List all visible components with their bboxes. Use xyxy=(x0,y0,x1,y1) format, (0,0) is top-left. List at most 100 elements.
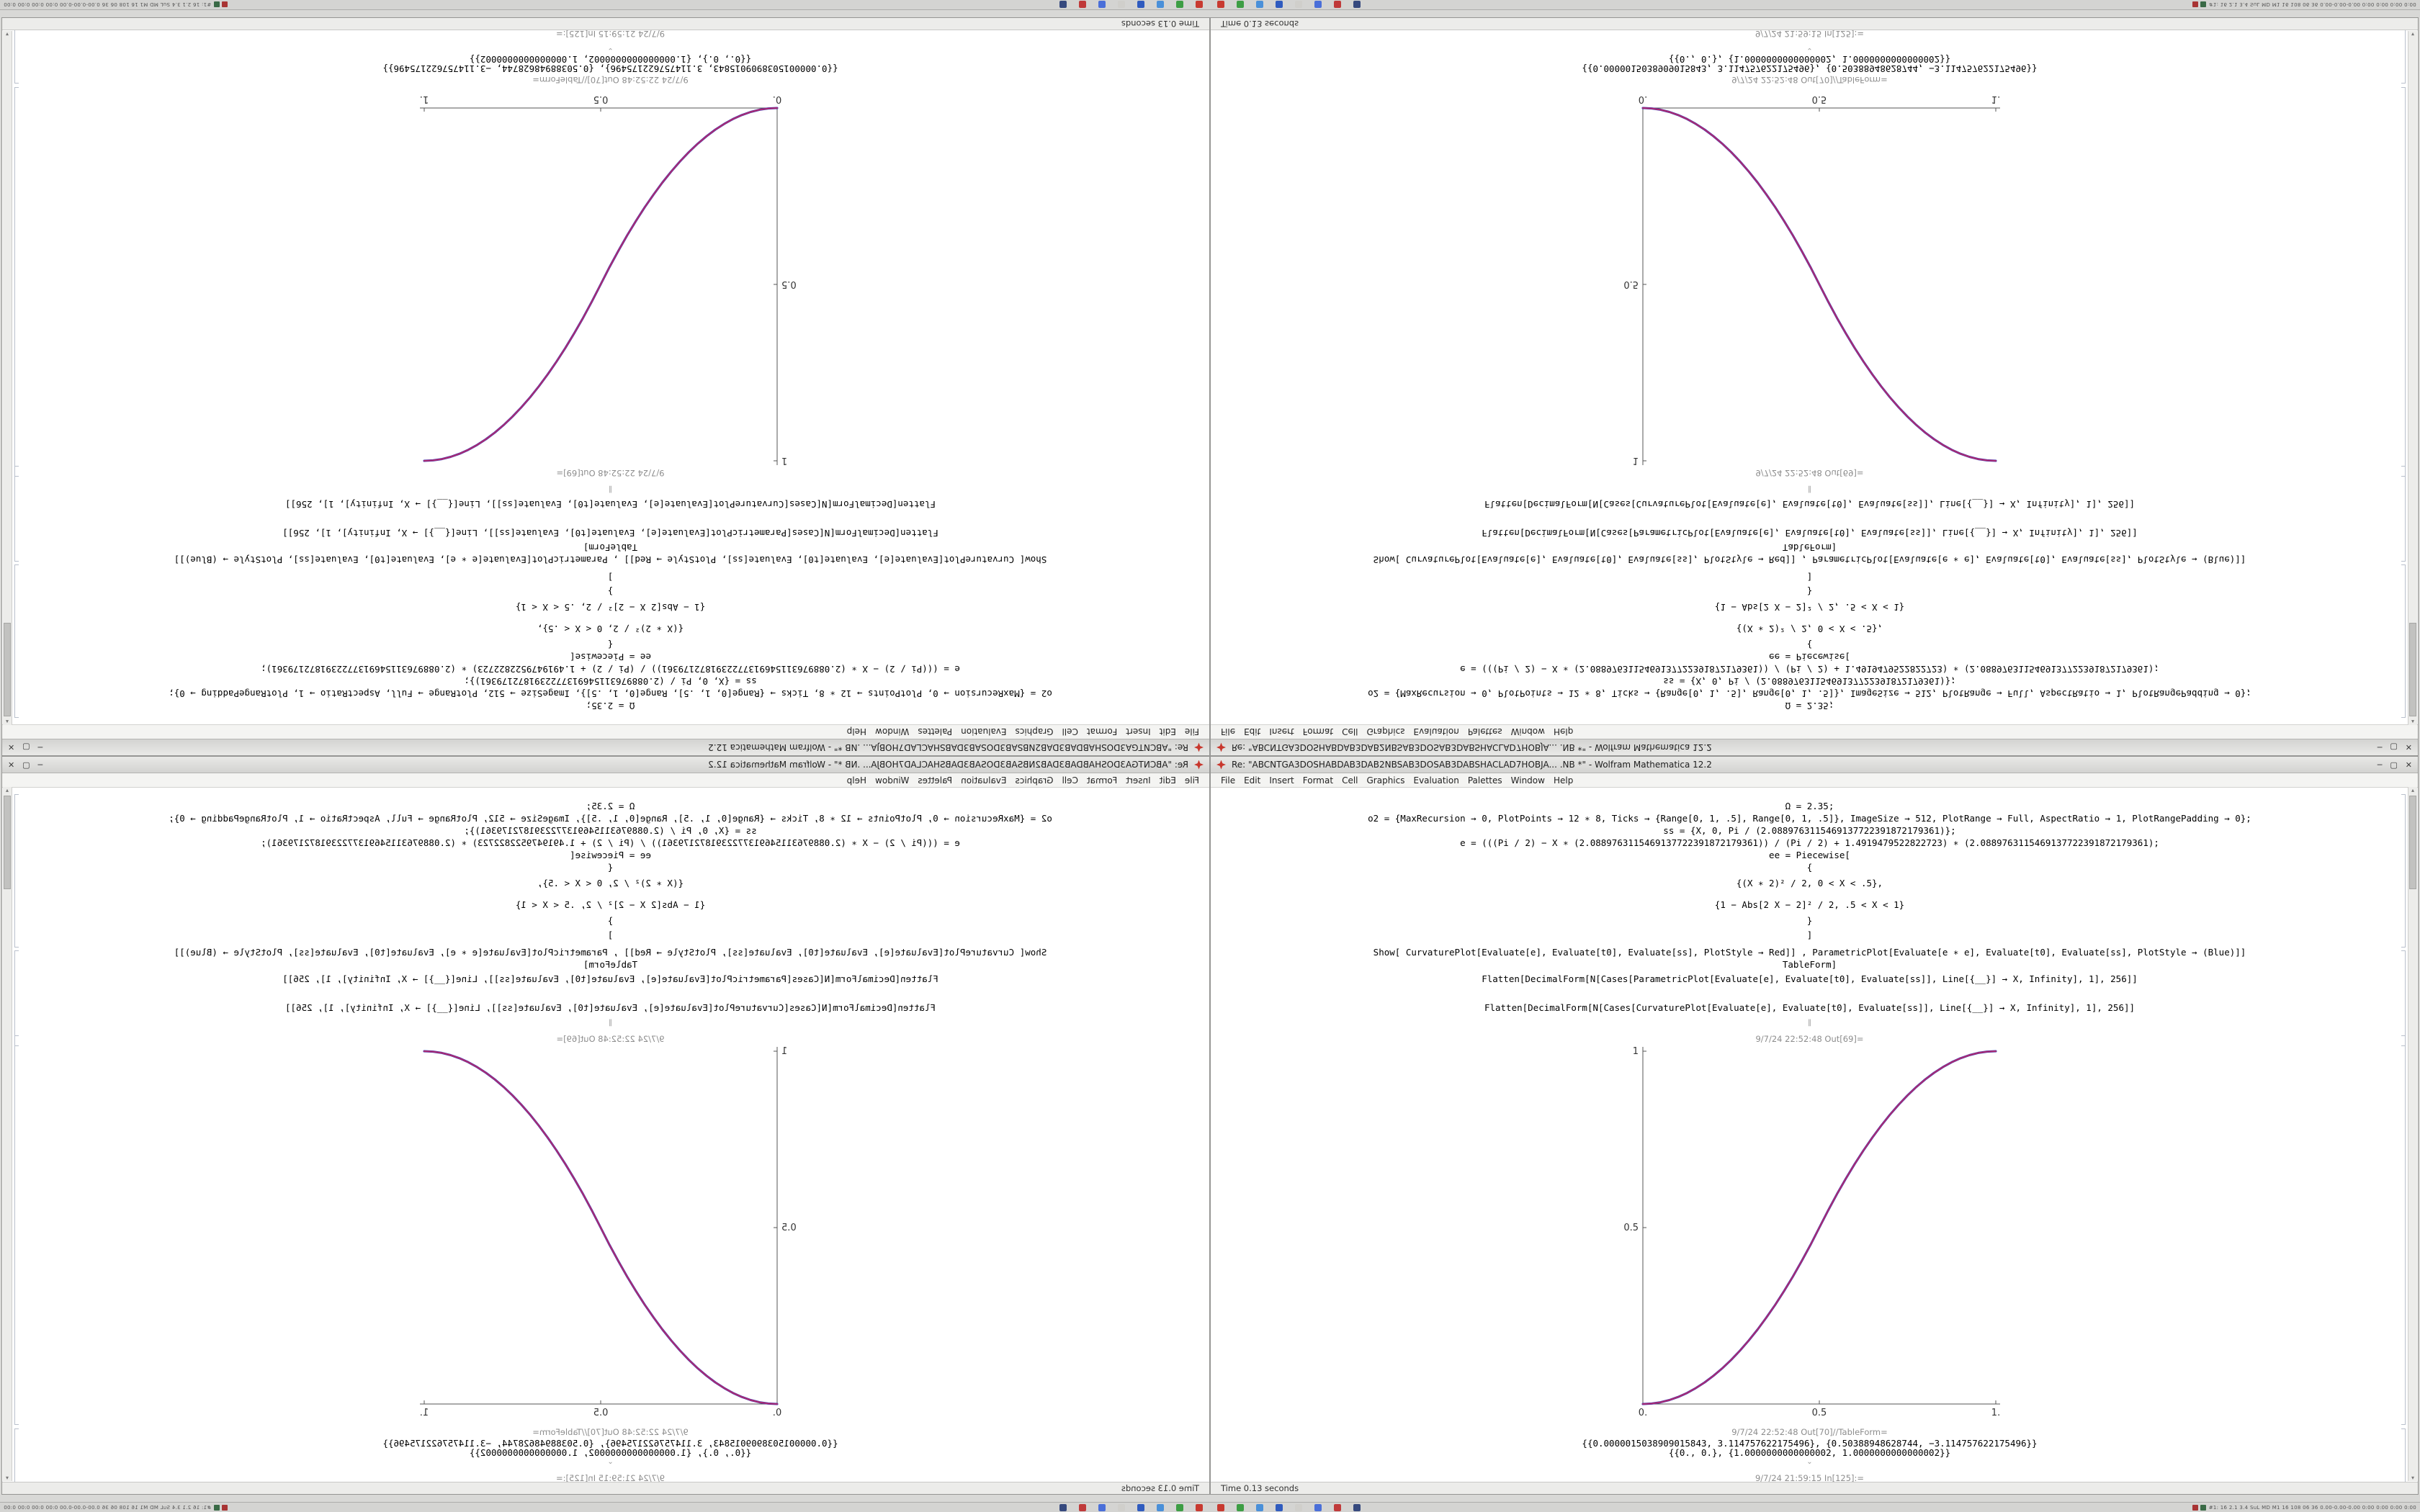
menu-item[interactable]: Evaluation xyxy=(961,775,1007,786)
window-titlebar[interactable]: Re: "ABCNTGA3DOSHABDAB3DAB2NBSAB3DOSAB3D… xyxy=(2,739,1209,755)
taskbar-app-1[interactable] xyxy=(1196,1,1203,9)
menu-item[interactable]: Palettes xyxy=(918,775,953,786)
menu-item[interactable]: File xyxy=(1221,775,1236,786)
taskbar-app-3[interactable] xyxy=(1157,1503,1164,1511)
menu-item[interactable]: Graphics xyxy=(1015,726,1054,737)
taskbar-app-2[interactable] xyxy=(1176,1,1183,9)
taskbar-app-3[interactable] xyxy=(1157,1,1164,9)
taskbar-app-8[interactable] xyxy=(1059,1503,1067,1511)
scroll-down-arrow[interactable]: ▾ xyxy=(6,31,9,37)
menu-item[interactable]: Evaluation xyxy=(961,726,1007,737)
taskbar-app-6[interactable] xyxy=(1314,1503,1322,1511)
close-button[interactable]: ✕ xyxy=(8,760,15,770)
menu-item[interactable]: Graphics xyxy=(1015,775,1054,786)
cell-bracket[interactable] xyxy=(14,794,19,948)
taskbar-app-5[interactable] xyxy=(1118,1,1125,9)
vertical-scrollbar[interactable]: ▴ ▾ xyxy=(3,31,12,725)
close-button[interactable]: ✕ xyxy=(8,742,15,752)
tray-icon-1[interactable] xyxy=(222,1504,228,1511)
tray-icon-2[interactable] xyxy=(214,1504,220,1511)
menu-item[interactable]: Palettes xyxy=(1467,775,1502,786)
cell-bracket[interactable] xyxy=(2401,1428,2406,1482)
cell-bracket[interactable] xyxy=(14,87,19,477)
menu-item[interactable]: Edit xyxy=(1159,775,1176,786)
taskbar-app-6[interactable] xyxy=(1314,1,1322,9)
taskbar-app-2[interactable] xyxy=(1237,1503,1244,1511)
scrollbar-thumb[interactable] xyxy=(2409,623,2416,716)
cell-bracket[interactable] xyxy=(14,1428,19,1482)
taskbar-app-5[interactable] xyxy=(1295,1,1302,9)
menu-item[interactable]: Cell xyxy=(1062,775,1078,786)
menu-item[interactable]: Graphics xyxy=(1366,726,1405,737)
menu-item[interactable]: Window xyxy=(875,726,910,737)
taskbar-app-1[interactable] xyxy=(1217,1,1224,9)
tray-icon-2[interactable] xyxy=(2200,1,2206,8)
tray-icon-1[interactable] xyxy=(2192,1,2198,8)
taskbar-app-1[interactable] xyxy=(1196,1503,1203,1511)
vertical-scrollbar[interactable]: ▴ ▾ xyxy=(2408,787,2417,1481)
maximize-button[interactable]: ▢ xyxy=(22,760,30,770)
taskbar-app-8[interactable] xyxy=(1059,1,1067,9)
menu-item[interactable]: Insert xyxy=(1126,775,1151,786)
cell-bracket[interactable] xyxy=(14,950,19,1046)
taskbar-app-7[interactable] xyxy=(1079,1503,1086,1511)
menu-item[interactable]: Format xyxy=(1086,726,1118,737)
menu-item[interactable]: Help xyxy=(1553,775,1574,786)
menu-item[interactable]: Window xyxy=(1510,775,1545,786)
vertical-scrollbar[interactable]: ▴ ▾ xyxy=(3,787,12,1481)
menu-item[interactable]: File xyxy=(1184,775,1199,786)
vertical-scrollbar[interactable]: ▴ ▾ xyxy=(2408,31,2417,725)
taskbar-app-7[interactable] xyxy=(1334,1503,1341,1511)
taskbar-app-3[interactable] xyxy=(1256,1,1263,9)
taskbar-app-6[interactable] xyxy=(1098,1503,1106,1511)
taskbar-app-4[interactable] xyxy=(1276,1503,1283,1511)
cell-bracket[interactable] xyxy=(14,30,19,84)
taskbar-app-1[interactable] xyxy=(1217,1503,1224,1511)
scroll-up-arrow[interactable]: ▴ xyxy=(6,787,9,793)
scroll-up-arrow[interactable]: ▴ xyxy=(2411,787,2414,793)
taskbar-app-5[interactable] xyxy=(1118,1503,1125,1511)
minimize-button[interactable]: ─ xyxy=(37,760,43,770)
cell-bracket[interactable] xyxy=(2401,564,2406,718)
cell-bracket[interactable] xyxy=(14,564,19,718)
window-titlebar[interactable]: Re: "ABCNTGA3DOSHABDAB3DAB2NBSAB3DOSAB3D… xyxy=(2,757,1209,773)
taskbar-app-2[interactable] xyxy=(1176,1503,1183,1511)
cell-bracket[interactable] xyxy=(2401,466,2406,562)
taskbar-app-8[interactable] xyxy=(1353,1,1361,9)
scrollbar-thumb[interactable] xyxy=(2409,796,2416,889)
menu-item[interactable]: Help xyxy=(1553,726,1574,737)
cell-bracket[interactable] xyxy=(2401,794,2406,948)
menu-item[interactable]: File xyxy=(1184,726,1199,737)
taskbar-app-7[interactable] xyxy=(1334,1,1341,9)
maximize-button[interactable]: ▢ xyxy=(22,742,30,752)
menu-item[interactable]: Help xyxy=(846,775,867,786)
scroll-up-arrow[interactable]: ▴ xyxy=(6,719,9,725)
cell-bracket[interactable] xyxy=(2401,30,2406,84)
window-titlebar[interactable]: Re: "ABCNTGA3DOSHABDAB3DAB2NBSAB3DOSAB3D… xyxy=(1211,739,2418,755)
menu-item[interactable]: Window xyxy=(875,775,910,786)
scrollbar-thumb[interactable] xyxy=(4,796,11,889)
scroll-down-arrow[interactable]: ▾ xyxy=(6,1475,9,1481)
taskbar-app-6[interactable] xyxy=(1098,1,1106,9)
tray-icon-2[interactable] xyxy=(214,1,220,8)
cell-bracket[interactable] xyxy=(2401,87,2406,477)
menu-item[interactable]: Insert xyxy=(1126,726,1151,737)
menu-item[interactable]: Edit xyxy=(1159,726,1176,737)
cell-bracket[interactable] xyxy=(2401,950,2406,1046)
scroll-up-arrow[interactable]: ▴ xyxy=(2411,719,2414,725)
menu-item[interactable]: Evaluation xyxy=(1413,726,1459,737)
menu-item[interactable]: File xyxy=(1221,726,1236,737)
menu-item[interactable]: Format xyxy=(1086,775,1118,786)
menu-item[interactable]: Cell xyxy=(1342,775,1358,786)
minimize-button[interactable]: ─ xyxy=(2377,742,2383,752)
maximize-button[interactable]: ▢ xyxy=(2390,760,2398,770)
scrollbar-thumb[interactable] xyxy=(4,623,11,716)
taskbar-app-8[interactable] xyxy=(1353,1503,1361,1511)
scroll-down-arrow[interactable]: ▾ xyxy=(2411,31,2414,37)
tray-icon-2[interactable] xyxy=(2200,1504,2206,1511)
taskbar-app-4[interactable] xyxy=(1137,1,1144,9)
taskbar-app-4[interactable] xyxy=(1276,1,1283,9)
taskbar-app-5[interactable] xyxy=(1295,1503,1302,1511)
taskbar-app-2[interactable] xyxy=(1237,1,1244,9)
menu-item[interactable]: Evaluation xyxy=(1413,775,1459,786)
